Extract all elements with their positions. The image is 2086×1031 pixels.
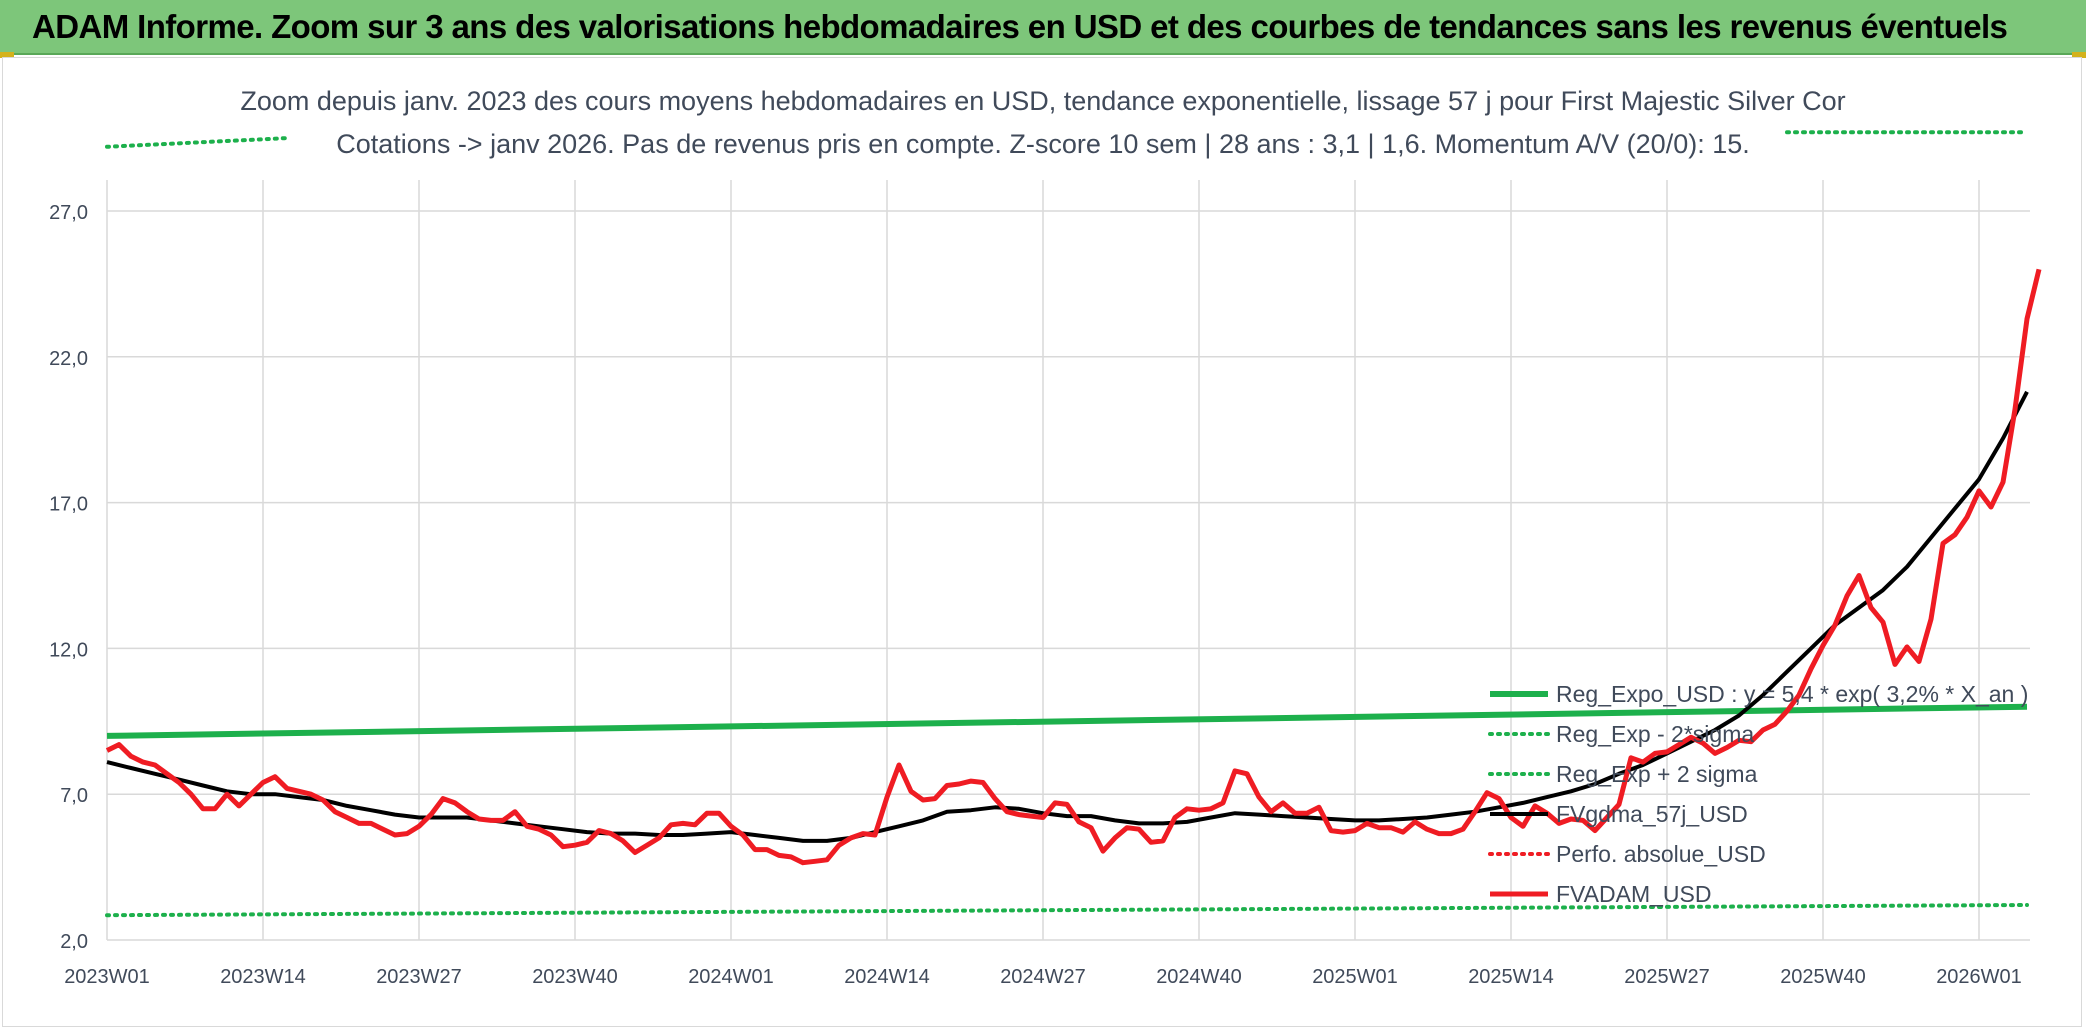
y-axis-labels: 2,0 7,0 12,0 17,0 22,0 27,0 [49, 202, 88, 953]
chart-title: Zoom depuis janv. 2023 des cours moyens … [240, 86, 1845, 159]
series-line-0 [106, 703, 2028, 739]
x-tick-label: 2024W40 [1156, 966, 1242, 988]
y-tick-label: 22,0 [49, 348, 88, 370]
x-tick-label: 2025W01 [1312, 966, 1398, 988]
x-tick-label: 2024W01 [688, 966, 774, 988]
chart-title-line-2: Cotations -> janv 2026. Pas de revenus p… [336, 129, 1750, 159]
horizontal-gridlines [107, 210, 2030, 941]
vertical-gridlines [106, 180, 1980, 940]
series-line-5 [105, 268, 2042, 866]
x-axis-labels: 2023W01 2023W14 2023W27 2023W40 2024W01 2024W… [64, 966, 2022, 988]
legend-label-5: FVADAM_USD [1556, 881, 1712, 907]
y-tick-label: 12,0 [49, 639, 88, 661]
y-tick-label: 17,0 [49, 494, 88, 516]
report-banner: ADAM Informe. Zoom sur 3 ans des valoris… [0, 0, 2086, 55]
series-line-2 [105, 136, 289, 149]
series-layer [105, 130, 2042, 918]
banner-corner-left [0, 52, 14, 58]
legend-label-3: FVgdma_57j_USD [1556, 801, 1748, 827]
x-tick-label: 2023W14 [220, 966, 306, 988]
x-tick-label: 2023W40 [532, 966, 618, 988]
x-tick-label: 2024W14 [844, 966, 930, 988]
y-tick-label: 7,0 [60, 785, 88, 807]
legend-label-2: Reg_Exp + 2 sigma [1556, 761, 1758, 787]
banner-corner-right [2072, 52, 2086, 58]
x-tick-label: 2026W01 [1936, 966, 2022, 988]
chart-title-line-1: Zoom depuis janv. 2023 des cours moyens … [240, 86, 1845, 116]
x-tick-label: 2024W27 [1000, 966, 1086, 988]
banner-title: ADAM Informe. Zoom sur 3 ans des valoris… [32, 8, 2008, 45]
y-tick-label: 27,0 [49, 202, 88, 224]
series-line-1 [105, 903, 2029, 918]
legend-label-1: Reg_Exp - 2*sigma [1556, 721, 1754, 747]
x-tick-label: 2023W01 [64, 966, 150, 988]
legend: Reg_Expo_USD : y = 5,4 * exp( 3,2% * X_a… [1488, 681, 2028, 907]
x-tick-label: 2025W27 [1624, 966, 1710, 988]
x-tick-label: 2025W14 [1468, 966, 1554, 988]
chart-frame [2, 57, 2082, 1027]
y-tick-label: 2,0 [60, 931, 88, 953]
legend-label-4: Perfo. absolue_USD [1556, 841, 1766, 867]
x-tick-label: 2025W40 [1780, 966, 1866, 988]
x-tick-label: 2023W27 [376, 966, 462, 988]
legend-label-0: Reg_Expo_USD : y = 5,4 * exp( 3,2% * X_a… [1556, 681, 2028, 707]
